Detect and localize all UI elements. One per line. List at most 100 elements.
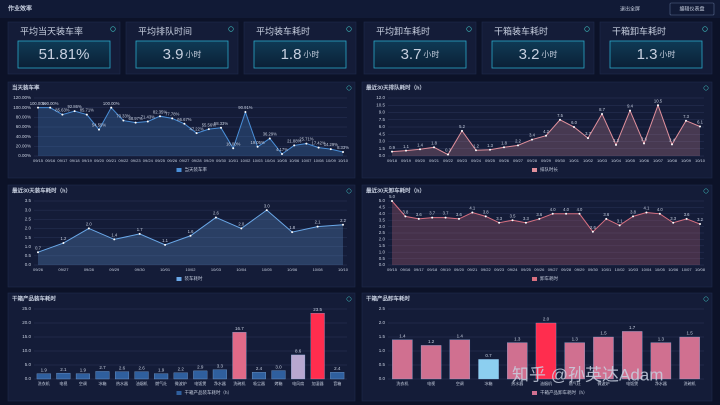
x-tick-label: 吸尘器 <box>253 380 265 386</box>
y-tick-label: 3.5 <box>379 217 386 222</box>
exit-fullscreen[interactable]: 退出全屏 <box>620 5 640 12</box>
point <box>699 223 701 226</box>
x-tick-label: 09/25 <box>155 158 166 163</box>
value-label: 2.1 <box>60 367 67 372</box>
value-label: 2.3 <box>613 138 619 143</box>
value-label: 1.3 <box>658 336 665 341</box>
value-label: 100.00% <box>30 101 47 106</box>
value-label: 8.33% <box>337 145 349 150</box>
value-label: 6.1 <box>697 120 703 125</box>
value-label: 1.2 <box>473 143 479 148</box>
point <box>391 150 393 153</box>
y-tick-label: 3.0 <box>25 207 32 212</box>
edit-button-frame[interactable] <box>669 2 715 16</box>
x-tick-label: 09/22 <box>443 158 454 163</box>
y-tick-label: 1.0 <box>25 244 32 249</box>
point <box>524 221 527 224</box>
x-tick-label: 空调 <box>79 380 87 386</box>
value-label: 3.2 <box>697 217 703 222</box>
legend-label: 装车耗时 <box>185 275 203 282</box>
y-tick-label: 2.5 <box>25 216 32 221</box>
x-tick-label: 冰箱 <box>485 380 493 386</box>
kpi-value-frame <box>373 40 467 69</box>
x-tick-label: 10/08 <box>695 267 706 272</box>
value-label: 1.7 <box>629 325 636 330</box>
value-label: 1.4 <box>399 333 406 338</box>
legend-swatch <box>176 391 182 395</box>
point <box>461 129 463 132</box>
x-tick-label: 09/27 <box>548 267 559 272</box>
x-tick-label: 09/20 <box>415 158 426 163</box>
point <box>565 212 568 215</box>
x-tick-label: 洗碗机 <box>233 380 245 386</box>
value-label: 66.67% <box>177 117 191 122</box>
watermark: 知乎 @孙英达Adam <box>512 365 663 384</box>
point <box>232 147 235 150</box>
point <box>417 217 420 220</box>
point <box>489 148 491 151</box>
y-tick-label: 0.5 <box>379 362 386 367</box>
value-label: 5.0 <box>389 194 395 199</box>
value-label: 4.0 <box>563 207 569 212</box>
value-label: 3.7 <box>585 131 591 136</box>
value-label: 6.0 <box>571 120 577 125</box>
value-label: 3.5 <box>510 213 516 218</box>
edit-dashboard[interactable]: 编辑仪表盘 <box>679 5 704 12</box>
bar <box>507 342 528 380</box>
point <box>419 148 421 151</box>
y-tick-label: 9.0 <box>379 110 386 115</box>
x-tick-label: 09/21 <box>467 267 478 272</box>
point <box>447 153 449 156</box>
x-tick-label: 09/28 <box>84 267 95 272</box>
info-icon <box>703 296 709 302</box>
value-label: 0.7 <box>35 245 41 250</box>
point <box>685 217 688 220</box>
y-tick-label: 25.0 <box>22 306 31 311</box>
kpi-value: 1.3 小时 <box>637 46 676 63</box>
value-label: 2.4 <box>256 366 263 371</box>
value-label: 85.71% <box>80 108 94 113</box>
value-label: 1.3 <box>572 336 579 341</box>
x-tick-label: 音箱 <box>333 380 341 386</box>
x-tick-label: 09/16 <box>400 267 411 272</box>
point <box>545 134 547 137</box>
kpi-number: 1.8 <box>281 46 302 63</box>
x-tick-label: 10/08 <box>667 158 678 163</box>
point <box>517 144 519 147</box>
value-label: 1.9 <box>80 367 87 372</box>
point <box>214 216 217 219</box>
kpi-number: 3.9 <box>163 46 184 63</box>
chart-title: 最近30天排队耗时（h） <box>366 83 425 91</box>
bar <box>564 342 585 380</box>
legend-swatch <box>176 277 182 281</box>
y-tick-label: 1.5 <box>379 146 386 151</box>
value-label: 1.8 <box>289 225 295 230</box>
bar <box>535 322 557 380</box>
value-label: 3.8 <box>483 209 489 214</box>
y-tick-label: 120.00% <box>13 95 31 100</box>
point <box>110 106 113 109</box>
point <box>244 111 247 114</box>
value-label: 58.33% <box>214 121 228 126</box>
value-label: 1.8 <box>431 140 437 145</box>
info-icon <box>703 188 709 194</box>
y-tick-label: 60.00% <box>16 124 31 129</box>
x-tick-label: 09/23 <box>494 267 505 272</box>
x-tick-label: 冰箱 <box>98 380 106 386</box>
chart-title: 干箱产品装车耗时 <box>12 294 57 302</box>
point <box>240 227 243 230</box>
value-label: 2.0 <box>86 222 92 227</box>
bar <box>173 372 188 380</box>
y-tick-label: 1.5 <box>379 334 386 339</box>
point <box>138 232 141 235</box>
point <box>699 125 701 128</box>
x-tick-label: 微波炉 <box>597 380 609 386</box>
x-tick-label: 09/26 <box>33 267 44 272</box>
value-label: 3.8 <box>402 209 408 214</box>
info-icon <box>346 85 352 91</box>
x-tick-label: 热水器 <box>511 380 523 386</box>
y-tick-label: 80.00% <box>16 115 31 120</box>
value-label: 82.35% <box>153 109 167 114</box>
y-tick-label: 5.0 <box>25 362 32 367</box>
x-tick-label: 净水器 <box>214 380 226 386</box>
